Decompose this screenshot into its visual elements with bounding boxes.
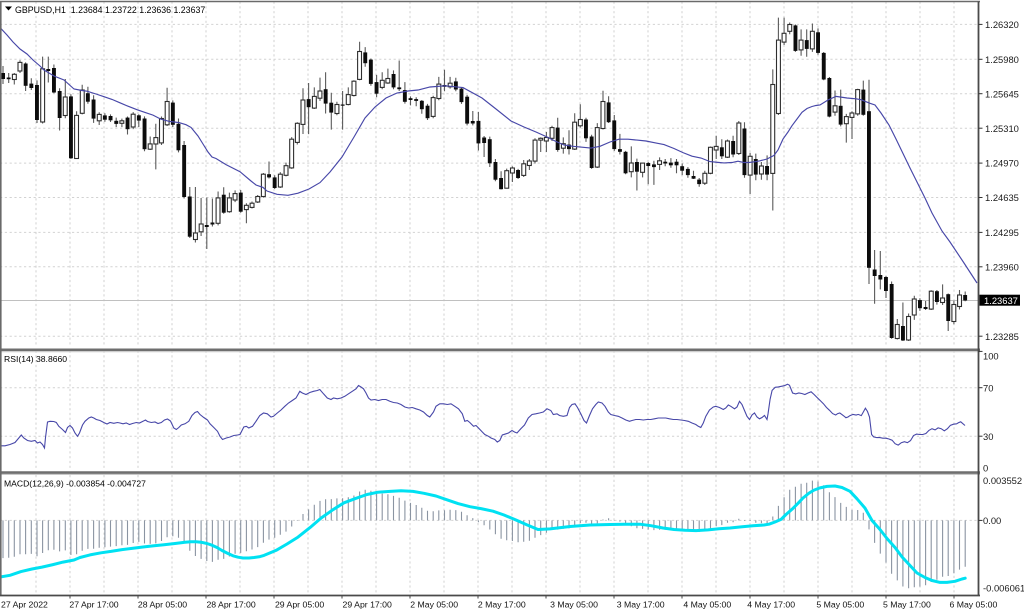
svg-text:1.25980: 1.25980 bbox=[985, 54, 1019, 65]
svg-text:30: 30 bbox=[983, 431, 993, 442]
svg-text:1.23637: 1.23637 bbox=[984, 295, 1018, 306]
svg-text:3 May 17:00: 3 May 17:00 bbox=[617, 600, 665, 610]
svg-text:70: 70 bbox=[983, 382, 993, 393]
svg-text:29 Apr 05:00: 29 Apr 05:00 bbox=[275, 600, 324, 610]
svg-text:RSI(14) 38.8660: RSI(14) 38.8660 bbox=[4, 354, 67, 364]
svg-text:1.24295: 1.24295 bbox=[985, 227, 1019, 238]
svg-text:6 May 05:00: 6 May 05:00 bbox=[949, 600, 997, 610]
svg-text:28 Apr 17:00: 28 Apr 17:00 bbox=[206, 600, 255, 610]
svg-text:27 Apr 2022: 27 Apr 2022 bbox=[1, 600, 48, 610]
svg-text:1.26320: 1.26320 bbox=[985, 19, 1019, 30]
svg-text:0: 0 bbox=[983, 463, 988, 474]
svg-text:5 May 17:00: 5 May 17:00 bbox=[883, 600, 931, 610]
svg-text:2 May 05:00: 2 May 05:00 bbox=[410, 600, 458, 610]
svg-text:0.00: 0.00 bbox=[983, 515, 1001, 526]
svg-text:-0.006061: -0.006061 bbox=[983, 583, 1024, 594]
svg-text:4 May 17:00: 4 May 17:00 bbox=[747, 600, 795, 610]
svg-text:1.23960: 1.23960 bbox=[985, 261, 1019, 272]
svg-text:0.003552: 0.003552 bbox=[983, 475, 1022, 486]
svg-text:5 May 05:00: 5 May 05:00 bbox=[816, 600, 864, 610]
svg-text:28 Apr 05:00: 28 Apr 05:00 bbox=[138, 600, 187, 610]
svg-text:1.25310: 1.25310 bbox=[985, 123, 1019, 134]
svg-text:3 May 05:00: 3 May 05:00 bbox=[550, 600, 598, 610]
svg-text:1.24635: 1.24635 bbox=[985, 192, 1019, 203]
svg-text:MACD(12,26,9) -0.003854 -0.004: MACD(12,26,9) -0.003854 -0.004727 bbox=[4, 479, 146, 489]
svg-text:GBPUSD,H1 1.23684 1.23722 1.2: GBPUSD,H1 1.23684 1.23722 1.23636 1.2363… bbox=[15, 5, 205, 15]
svg-text:29 Apr 17:00: 29 Apr 17:00 bbox=[343, 600, 392, 610]
svg-text:1.24970: 1.24970 bbox=[985, 158, 1019, 169]
svg-text:100: 100 bbox=[983, 351, 999, 362]
svg-text:4 May 05:00: 4 May 05:00 bbox=[683, 600, 731, 610]
svg-text:2 May 17:00: 2 May 17:00 bbox=[478, 600, 526, 610]
svg-text:1.23285: 1.23285 bbox=[985, 331, 1019, 342]
svg-text:27 Apr 17:00: 27 Apr 17:00 bbox=[69, 600, 118, 610]
svg-text:1.25645: 1.25645 bbox=[985, 88, 1019, 99]
